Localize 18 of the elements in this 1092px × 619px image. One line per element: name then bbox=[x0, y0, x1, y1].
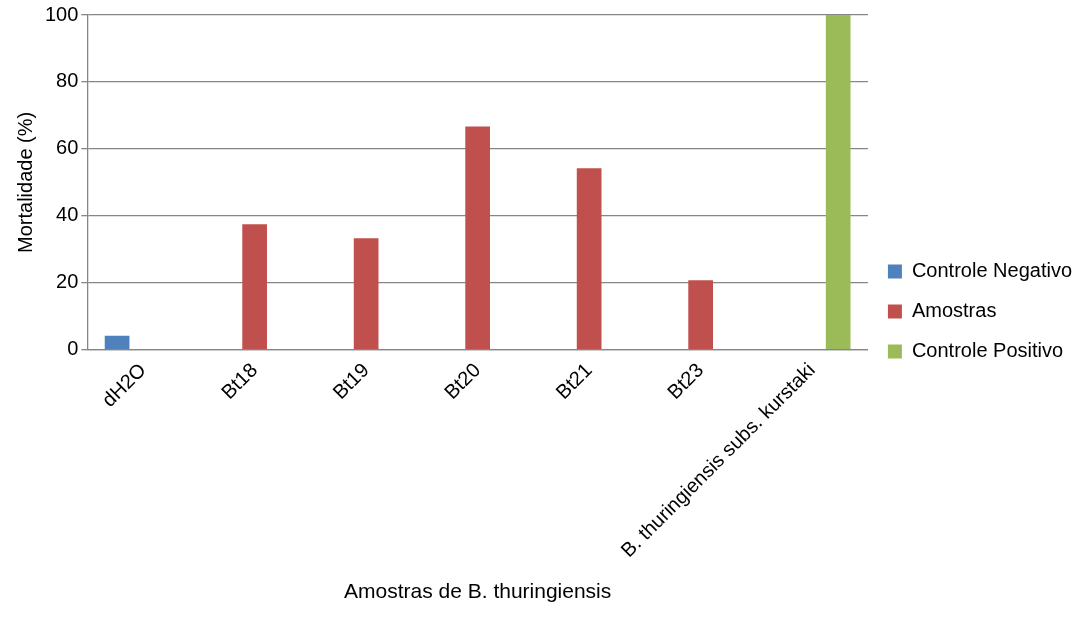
y-tick-label: 60 bbox=[56, 136, 79, 159]
bar bbox=[104, 335, 130, 350]
legend-label: Controle Positivo bbox=[911, 339, 1064, 362]
y-tick-label: 20 bbox=[56, 270, 79, 293]
y-tick-label: 40 bbox=[56, 203, 79, 226]
y-tick-label: 100 bbox=[44, 2, 79, 25]
legend-label: Amostras bbox=[911, 299, 997, 322]
bar bbox=[465, 126, 490, 350]
x-axis-title: Amostras de B. thuringiensis bbox=[343, 579, 612, 603]
bar bbox=[242, 224, 267, 350]
y-axis-title: Mortalidade (%) bbox=[13, 111, 36, 253]
bar bbox=[688, 280, 714, 350]
y-tick-label: 0 bbox=[67, 337, 79, 360]
legend-label: Controle Negativo bbox=[911, 259, 1073, 282]
bar bbox=[576, 168, 602, 350]
bar bbox=[353, 238, 379, 350]
y-tick-label: 80 bbox=[56, 69, 79, 92]
bar bbox=[825, 15, 851, 350]
